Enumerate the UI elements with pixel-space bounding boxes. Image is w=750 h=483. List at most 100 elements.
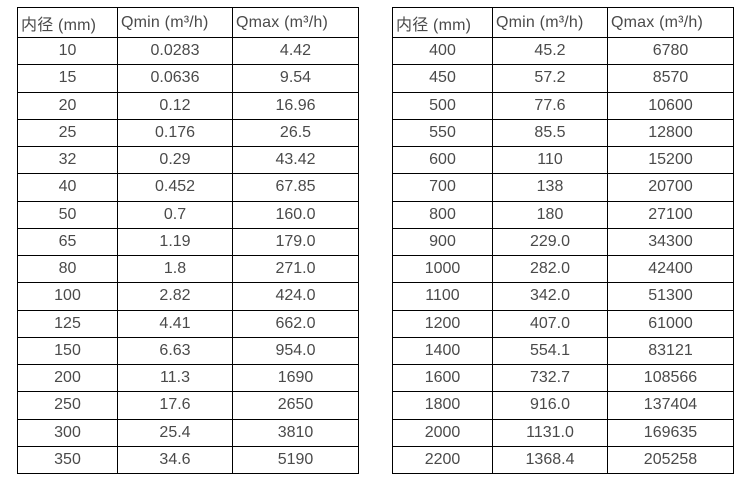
table-cell: 3810 [232, 418, 359, 447]
table-cell: 424.0 [232, 282, 359, 311]
table-cell: 1000 [392, 254, 493, 284]
table-cell: 40 [17, 173, 118, 202]
table-row: 550 85.5 12800 [392, 118, 734, 148]
column-header: Qmin (m³/h) [117, 7, 233, 38]
table-cell: 1100 [392, 282, 493, 311]
table-cell: 26.5 [232, 118, 359, 148]
table-cell: 732.7 [492, 363, 608, 393]
table-cell: 10600 [607, 91, 734, 120]
table-cell: 179.0 [232, 227, 359, 257]
table-cell: 9.54 [232, 64, 359, 93]
table-cell: 1368.4 [492, 445, 608, 475]
table-cell: 350 [17, 445, 118, 475]
table-cell: 180 [492, 200, 608, 229]
table-cell: 8570 [607, 64, 734, 93]
table-cell: 700 [392, 173, 493, 202]
table-row: 10 0.0283 4.42 [17, 36, 359, 66]
table-cell: 125 [17, 309, 118, 338]
table-row: 700 138 20700 [392, 173, 734, 202]
table-row: 1000 282.0 42400 [392, 254, 734, 284]
table-cell: 25 [17, 118, 118, 148]
table-cell: 83121 [607, 336, 734, 366]
table-cell: 1400 [392, 336, 493, 366]
table-row: 1600 732.7 108566 [392, 363, 734, 393]
table-cell: 1.19 [117, 227, 233, 257]
flow-table-small-diameters: 内径 (mm) Qmin (m³/h) Qmax (m³/h) 10 0.0283 4.4… [17, 7, 359, 475]
table-row: 15 0.0636 9.54 [17, 64, 359, 93]
table-cell: 550 [392, 118, 493, 148]
table-cell: 2650 [232, 391, 359, 420]
table-row: 2000 1131.0 169635 [392, 418, 734, 447]
table-cell: 16.96 [232, 91, 359, 120]
table-cell: 0.0636 [117, 64, 233, 93]
table-cell: 916.0 [492, 391, 608, 420]
column-header: Qmax (m³/h) [607, 7, 734, 38]
table-cell: 4.41 [117, 309, 233, 338]
table-cell: 2200 [392, 445, 493, 475]
table-row: 600 110 15200 [392, 145, 734, 175]
table-row: 450 57.2 8570 [392, 64, 734, 93]
table-row: 25 0.176 26.5 [17, 118, 359, 148]
column-header: 内径 (mm) [17, 7, 118, 38]
table-row: 32 0.29 43.42 [17, 145, 359, 175]
table-cell: 0.7 [117, 200, 233, 229]
table-row: 1400 554.1 83121 [392, 336, 734, 366]
table-cell: 4.42 [232, 36, 359, 66]
table-cell: 954.0 [232, 336, 359, 366]
table-cell: 150 [17, 336, 118, 366]
table-cell: 271.0 [232, 254, 359, 284]
table-cell: 0.29 [117, 145, 233, 175]
table-row: 800 180 27100 [392, 200, 734, 229]
table-row: 350 34.6 5190 [17, 445, 359, 475]
column-header: 内径 (mm) [392, 7, 493, 38]
table-cell: 300 [17, 418, 118, 447]
table-cell: 110 [492, 145, 608, 175]
table-cell: 1.8 [117, 254, 233, 284]
table-cell: 108566 [607, 363, 734, 393]
table-cell: 662.0 [232, 309, 359, 338]
table-cell: 0.176 [117, 118, 233, 148]
table-cell: 43.42 [232, 145, 359, 175]
table-cell: 1800 [392, 391, 493, 420]
table-cell: 80 [17, 254, 118, 284]
table-row: 125 4.41 662.0 [17, 309, 359, 338]
table-cell: 0.452 [117, 173, 233, 202]
table-cell: 400 [392, 36, 493, 66]
table-row: 100 2.82 424.0 [17, 282, 359, 311]
column-header: Qmax (m³/h) [232, 7, 359, 38]
table-cell: 200 [17, 363, 118, 393]
table-row: 400 45.2 6780 [392, 36, 734, 66]
table-cell: 42400 [607, 254, 734, 284]
header-row: 内径 (mm) Qmin (m³/h) Qmax (m³/h) [392, 7, 734, 38]
table-cell: 600 [392, 145, 493, 175]
table-cell: 15200 [607, 145, 734, 175]
table-cell: 67.85 [232, 173, 359, 202]
table-cell: 11.3 [117, 363, 233, 393]
table-cell: 85.5 [492, 118, 608, 148]
column-header: Qmin (m³/h) [492, 7, 608, 38]
table-cell: 6.63 [117, 336, 233, 366]
table-cell: 137404 [607, 391, 734, 420]
table-row: 1800 916.0 137404 [392, 391, 734, 420]
table-cell: 250 [17, 391, 118, 420]
table-cell: 500 [392, 91, 493, 120]
table-row: 200 11.3 1690 [17, 363, 359, 393]
table-cell: 17.6 [117, 391, 233, 420]
table-cell: 12800 [607, 118, 734, 148]
table-cell: 0.0283 [117, 36, 233, 66]
table-cell: 25.4 [117, 418, 233, 447]
table-cell: 800 [392, 200, 493, 229]
table-cell: 138 [492, 173, 608, 202]
table-row: 500 77.6 10600 [392, 91, 734, 120]
table-cell: 1690 [232, 363, 359, 393]
table-cell: 900 [392, 227, 493, 257]
table-cell: 61000 [607, 309, 734, 338]
table-row: 20 0.12 16.96 [17, 91, 359, 120]
table-cell: 450 [392, 64, 493, 93]
table-cell: 160.0 [232, 200, 359, 229]
table-cell: 2000 [392, 418, 493, 447]
table-row: 1200 407.0 61000 [392, 309, 734, 338]
table-row: 80 1.8 271.0 [17, 254, 359, 284]
table-cell: 0.12 [117, 91, 233, 120]
